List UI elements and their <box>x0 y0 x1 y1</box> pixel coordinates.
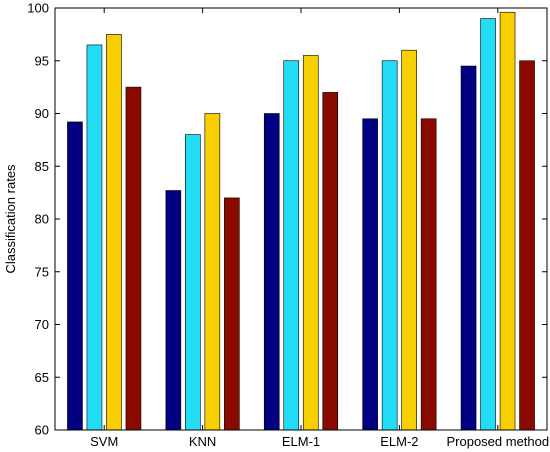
bar-elm-1-series-1 <box>263 113 280 431</box>
bar-elm-1-series-3 <box>302 55 319 431</box>
bar-proposed-method-series-1 <box>460 65 477 431</box>
bar-elm-1-series-4 <box>322 92 339 431</box>
bar-elm-2-series-1 <box>362 118 378 431</box>
bar-knn-series-1 <box>165 190 182 431</box>
x-tick-label: SVM <box>90 434 118 449</box>
x-tick-label: Proposed method <box>446 434 549 449</box>
bar-svm-series-3 <box>106 34 122 431</box>
bar-svm-series-2 <box>86 44 103 431</box>
bar-svm-series-4 <box>125 86 142 431</box>
y-tick-label: 90 <box>35 106 49 121</box>
bar-proposed-method-series-2 <box>480 18 496 431</box>
y-tick-label: 60 <box>35 423 49 438</box>
bar-elm-1-series-2 <box>283 60 300 431</box>
y-tick-label: 70 <box>35 317 49 332</box>
bar-proposed-method-series-4 <box>519 60 535 431</box>
bar-knn-series-2 <box>185 134 201 431</box>
y-axis-label: Classification rates <box>3 164 18 274</box>
x-tick-label: ELM-2 <box>380 434 418 449</box>
y-tick-label: 75 <box>35 264 49 279</box>
bar-elm-2-series-3 <box>401 49 417 431</box>
bar-knn-series-4 <box>224 197 240 431</box>
x-tick-label: ELM-1 <box>282 434 320 449</box>
bar-elm-2-series-4 <box>420 118 437 431</box>
bar-elm-2-series-2 <box>381 60 398 431</box>
y-ticks: 60 65 70 75 80 85 90 95 100 <box>27 1 547 438</box>
bar-svm-series-1 <box>67 121 83 431</box>
y-tick-label: 95 <box>35 53 49 68</box>
bar-knn-series-3 <box>204 113 221 431</box>
bar-proposed-method-series-3 <box>499 11 516 431</box>
y-tick-label: 80 <box>35 212 49 227</box>
y-tick-label: 100 <box>27 1 49 16</box>
x-tick-label: KNN <box>189 434 216 449</box>
y-tick-label: 65 <box>35 370 49 385</box>
x-ticks: SVM KNN ELM-1 ELM-2 Proposed method <box>90 8 549 449</box>
y-tick-label: 85 <box>35 159 49 174</box>
bars-group <box>67 11 535 431</box>
